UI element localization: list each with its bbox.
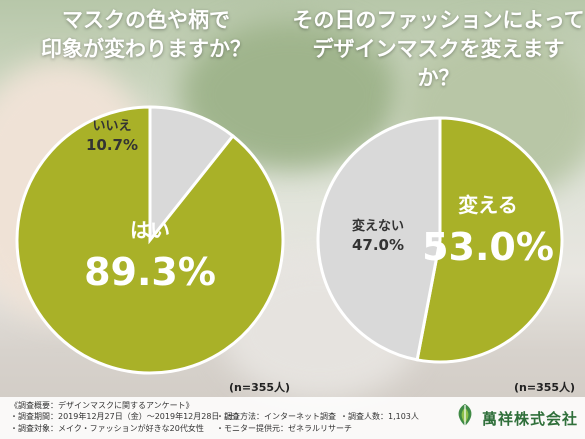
chart-title-line: 印象が変わりますか？ [41,37,251,61]
survey-period: ・調査期間：2019年12月27日（金）～2019年12月28日（土） [10,412,244,421]
company-name: 萬祥株式会社 [482,410,579,428]
chart-title-line: デザインマスクを変えますか？ [312,37,565,90]
survey-footer: 《調査概要：デザインマスクに関するアンケート》 ・調査期間：2019年12月27… [0,397,585,439]
pie-chart-2: 変える 53.0% 変えない 47.0% [316,116,564,364]
chart-title-right: その日のファッションによって デザインマスクを変えますか？ [292,6,585,93]
sample-size-left: (n=355人) [229,381,291,394]
pie-slice-rest [316,116,442,362]
pie-slice-main [415,116,564,364]
slice-label: はい [130,218,170,242]
survey-overview: 《調査概要：デザインマスクに関するアンケート》 [10,401,194,410]
slice-value: 47.0% [352,236,404,254]
slice-label: 変える [458,193,517,217]
survey-target: ・調査対象：メイク・ファッションが好きな20代女性 [10,424,204,433]
chart-title-left: マスクの色や柄で 印象が変わりますか？ [0,6,292,64]
slice-value: 89.3% [84,250,216,294]
survey-count: ・調査人数：1,103人 [340,412,419,421]
company-logo-icon [458,404,472,426]
chart-title-line: マスクの色や柄で [62,8,230,32]
slice-label: いいえ [92,119,131,134]
slice-label: 変えない [352,218,404,234]
slice-value: 53.0% [422,225,554,269]
survey-method: ・調査方法：インターネット調査 [216,412,336,421]
pie-chart-1: はい 89.3% いいえ 10.7% [15,105,285,375]
sample-size-right: (n=355人) [514,381,576,394]
chart-title-line: その日のファッションによって [292,8,585,32]
slice-value: 10.7% [86,136,138,154]
pie-slice-rest [148,105,235,245]
survey-provider: ・モニター提供元：ゼネラルリサーチ [216,424,352,433]
